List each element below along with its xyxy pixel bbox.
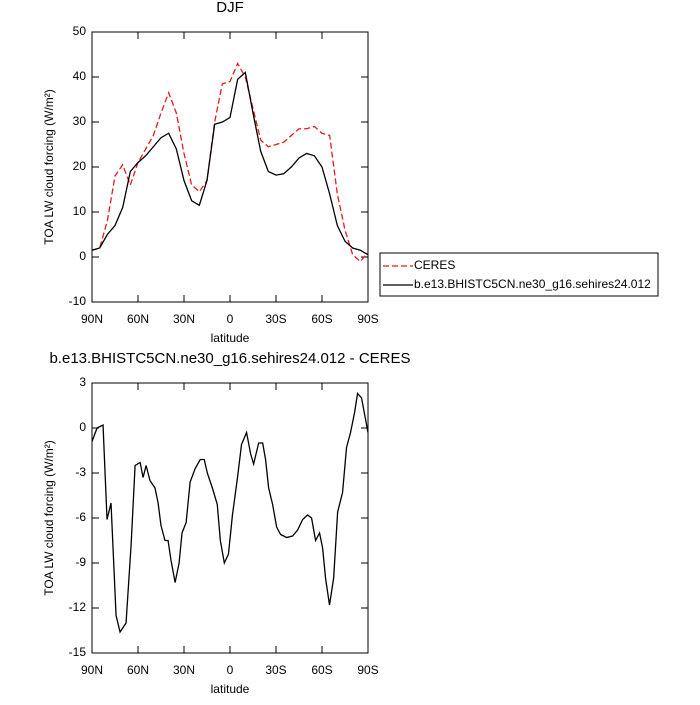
y-tick-label: 0: [79, 420, 86, 434]
x-tick-label: 0: [227, 312, 234, 326]
x-tick-label: 60S: [311, 312, 332, 326]
y-tick-label: 30: [73, 114, 87, 128]
plot-frame: [91, 31, 369, 303]
x-tick-label: 90N: [81, 663, 103, 677]
chart-title: b.e13.BHISTC5CN.ne30_g16.sehires24.012 -…: [49, 350, 410, 367]
x-tick-label: 90N: [81, 312, 103, 326]
y-tick-label: 20: [73, 159, 87, 173]
y-tick-label: 3: [79, 375, 86, 389]
x-tick-label: 60N: [127, 663, 149, 677]
y-tick-label: -12: [69, 600, 87, 614]
data-line: [91, 62, 369, 263]
x-tick-label: 90S: [357, 663, 378, 677]
x-axis-label: latitude: [211, 682, 250, 696]
x-axis-label: latitude: [211, 331, 250, 345]
x-tick-label: 60N: [127, 312, 149, 326]
y-tick-label: -9: [75, 555, 86, 569]
plot-frame: [91, 382, 369, 654]
y-tick-label: 50: [73, 24, 87, 38]
data-line: [91, 392, 369, 634]
y-tick-label: -3: [75, 465, 86, 479]
x-tick-label: 30N: [173, 663, 195, 677]
x-tick-label: 30S: [265, 312, 286, 326]
y-tick-label: 40: [73, 69, 87, 83]
x-tick-label: 0: [227, 663, 234, 677]
x-tick-label: 30S: [265, 663, 286, 677]
y-tick-label: -10: [69, 294, 87, 308]
y-tick-label: 10: [73, 204, 87, 218]
y-axis-label: TOA LW cloud forcing (W/m²): [42, 440, 56, 596]
chart-title: DJF: [216, 0, 244, 16]
legend-label: CERES: [414, 258, 455, 272]
y-axis-label: TOA LW cloud forcing (W/m²): [42, 89, 56, 245]
y-tick-label: -15: [69, 645, 87, 659]
x-tick-label: 30N: [173, 312, 195, 326]
legend-label: b.e13.BHISTC5CN.ne30_g16.sehires24.012: [414, 277, 651, 291]
y-tick-label: 0: [79, 249, 86, 263]
x-tick-label: 90S: [357, 312, 378, 326]
legend-box: [379, 252, 659, 297]
data-line: [91, 71, 369, 256]
y-tick-label: -6: [75, 510, 86, 524]
x-tick-label: 60S: [311, 663, 332, 677]
